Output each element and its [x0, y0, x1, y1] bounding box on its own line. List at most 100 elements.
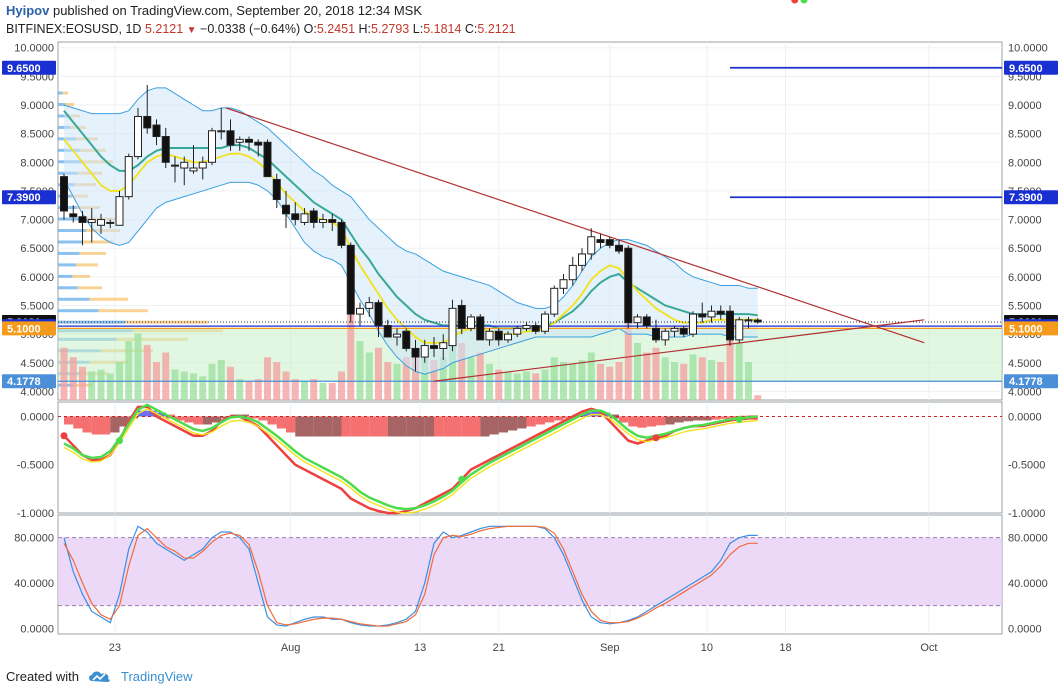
oscillator-cloud — [554, 416, 564, 421]
brand-name[interactable]: TradingView — [120, 668, 193, 684]
oscillator-cloud — [452, 416, 462, 437]
volume-profile-bar — [58, 240, 83, 244]
trendline — [225, 107, 925, 344]
volume-bar — [523, 371, 530, 400]
oscillator-cloud — [64, 416, 74, 425]
oscillator-cloud — [471, 416, 481, 437]
oscillator-cloud — [582, 412, 592, 417]
candle-body — [605, 239, 614, 246]
price-change: −0.0338 (−0.64%) — [200, 22, 301, 36]
candle-body — [652, 327, 660, 341]
candle-body — [254, 141, 263, 146]
bollinger-band-fill — [64, 87, 758, 375]
volume-bar — [643, 352, 651, 400]
oscillator-cloud — [147, 410, 157, 417]
candle-body — [494, 330, 503, 341]
oscillator-cloud — [489, 416, 499, 435]
candle-body — [698, 313, 707, 318]
oscillator-cloud — [711, 416, 721, 420]
candle-body — [457, 304, 466, 329]
price-axis-label-right: 4.0000 — [1008, 386, 1042, 398]
volume-bar — [587, 352, 595, 400]
candle-body — [568, 264, 577, 281]
oscillator-signal-dot — [800, 0, 808, 4]
open-label: O: — [303, 22, 317, 36]
tradingview-cloud-icon[interactable] — [87, 668, 113, 684]
candle-body — [578, 253, 586, 266]
oscillator-signal-dot — [735, 415, 743, 423]
price-axis-label-left: 4.0000 — [20, 386, 54, 398]
volume-profile-bar — [65, 103, 74, 107]
volume-bar — [661, 357, 669, 400]
volume-profile-bar — [58, 103, 66, 107]
time-axis-label: Oct — [920, 642, 937, 654]
stochastic-d-line — [63, 525, 758, 627]
candle-body — [541, 313, 549, 332]
price-badge-right-text: 9.6500 — [1009, 63, 1043, 75]
low-value: 5.1814 — [423, 22, 462, 36]
last-price: 5.2121 — [144, 22, 184, 36]
oscillator-cloud — [535, 416, 545, 425]
volume-bar — [254, 379, 262, 400]
oscillator-cloud — [193, 416, 203, 425]
oscillator-cloud — [434, 416, 444, 437]
volume-bar — [338, 371, 345, 400]
candle-body — [689, 313, 697, 335]
oscillator-cloud — [313, 416, 323, 437]
volume-profile-bar — [58, 263, 76, 267]
volume-profile-bar — [82, 240, 113, 244]
oscillator-cloud — [332, 416, 342, 437]
oscillator-cloud — [397, 416, 407, 437]
price-badge-right — [1004, 374, 1058, 389]
volume-bar — [245, 381, 253, 400]
candle-body — [189, 167, 198, 172]
symbol-name[interactable]: BITFINEX:EOSUSD, 1D — [6, 22, 142, 36]
price-axis-label-right: 9.0000 — [1008, 100, 1042, 112]
volume-profile-bar — [62, 91, 68, 95]
candle-body — [467, 316, 475, 329]
oscillator-cloud — [156, 412, 166, 417]
oscillator-cloud — [406, 416, 416, 437]
author-name[interactable]: Hyipov — [6, 3, 50, 18]
volume-bar — [171, 369, 179, 400]
price-axis-label-left: 4.5000 — [20, 358, 54, 370]
price-axis-label-right: 6.0000 — [1008, 272, 1042, 284]
volume-bar — [199, 376, 207, 400]
oscillator-cloud — [387, 416, 397, 437]
oscillator-cloud — [378, 416, 388, 437]
volume-bar — [458, 343, 466, 400]
candle-body — [513, 327, 522, 335]
candle-body — [97, 219, 105, 226]
candle-body — [439, 342, 448, 349]
candle-body — [161, 136, 170, 163]
oscillator-cloud — [517, 416, 527, 429]
volume-bar — [69, 357, 77, 400]
volume-bar — [282, 371, 290, 400]
price-badge-left — [2, 374, 56, 389]
volume-bar — [652, 347, 660, 400]
price-badge-right — [1004, 321, 1058, 336]
price-badge-right — [1004, 190, 1058, 205]
oscillator-signal-dot — [116, 437, 123, 445]
oscillator-cloud — [110, 416, 120, 433]
volume-bar — [606, 366, 614, 400]
candle-body — [356, 307, 364, 315]
price-axis-label-right: 7.0000 — [1008, 215, 1042, 227]
candle-body — [716, 310, 725, 315]
volume-bar — [476, 352, 484, 400]
candle-body — [365, 302, 374, 309]
volume-bar — [356, 341, 364, 400]
volume-bar — [624, 309, 632, 400]
candle-body — [87, 219, 96, 223]
oscillator-cloud — [350, 416, 360, 437]
osc-axis-label-right: -1.0000 — [1008, 508, 1045, 520]
volume-bar — [680, 363, 688, 400]
volume-profile-bar — [77, 286, 102, 290]
oscillator-cloud — [443, 416, 453, 437]
price-badge-left — [2, 190, 56, 205]
price-badge-right-text: 5.1000 — [1009, 323, 1043, 335]
stoch-axis-label-right: 0.0000 — [1008, 623, 1042, 635]
price-axis-label-left: 6.0000 — [20, 272, 54, 284]
oscillator-cloud — [415, 416, 425, 437]
